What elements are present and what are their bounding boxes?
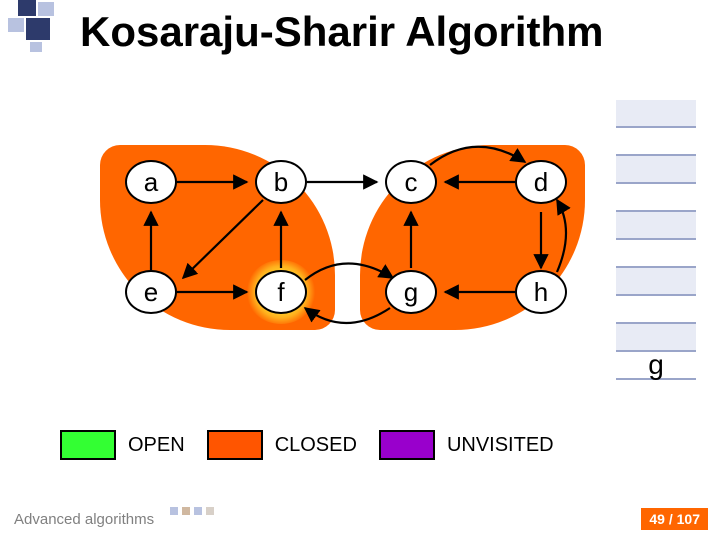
stack-row (616, 156, 696, 184)
stack-row (616, 296, 696, 324)
stack-row (616, 184, 696, 212)
stack-row (616, 268, 696, 296)
legend-swatch (207, 430, 263, 460)
graph-diagram: a b c d e f g h (105, 130, 575, 340)
stack-row (616, 128, 696, 156)
graph-node-h: h (515, 270, 567, 314)
legend-label: UNVISITED (447, 434, 554, 457)
graph-node-a: a (125, 160, 177, 204)
legend-swatch (60, 430, 116, 460)
stack-row (616, 100, 696, 128)
edge-f-g_top (305, 263, 393, 280)
graph-node-b: b (255, 160, 307, 204)
legend-swatch (379, 430, 435, 460)
footer-decoration (170, 504, 220, 522)
graph-node-d: d (515, 160, 567, 204)
legend-item-open: OPEN (60, 430, 185, 460)
legend: OPEN CLOSED UNVISITED (60, 430, 554, 460)
page-title: Kosaraju-Sharir Algorithm (80, 8, 604, 56)
graph-node-c: c (385, 160, 437, 204)
footer-course-name: Advanced algorithms (14, 511, 154, 528)
edge-h-d_diag (557, 200, 566, 272)
graph-node-e: e (125, 270, 177, 314)
edge-b-e (183, 200, 263, 278)
page-number-badge: 49 / 107 (641, 508, 708, 530)
graph-node-f: f (255, 270, 307, 314)
legend-label: CLOSED (275, 434, 357, 457)
legend-label: OPEN (128, 434, 185, 457)
legend-item-closed: CLOSED (207, 430, 357, 460)
edge-g-f_bot (305, 308, 390, 323)
edge-c-d_curve (430, 147, 525, 165)
graph-node-g: g (385, 270, 437, 314)
legend-item-unvisited: UNVISITED (379, 430, 554, 460)
stack-row: g (616, 352, 696, 380)
stack-row (616, 324, 696, 352)
stack-row (616, 212, 696, 240)
dfs-stack: g (616, 100, 696, 380)
header-decoration (0, 0, 70, 55)
graph-edges (105, 130, 575, 340)
stack-row (616, 240, 696, 268)
